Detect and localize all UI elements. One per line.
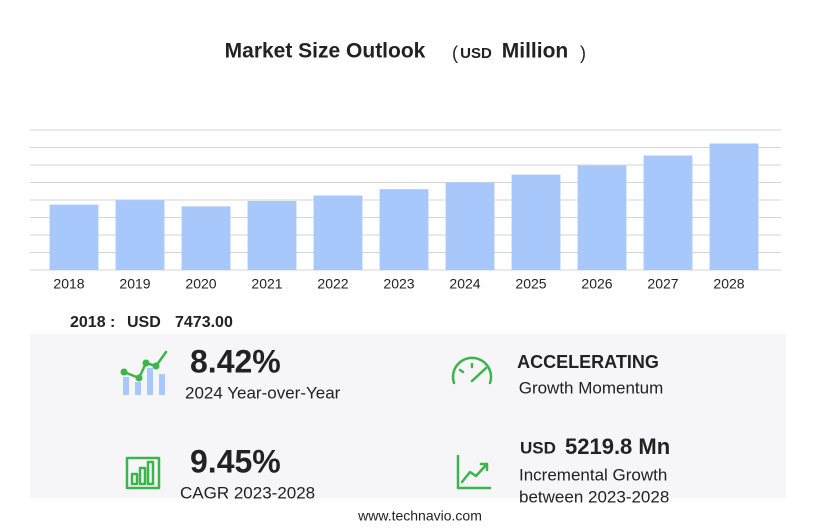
yoy-label: 2024 Year-over-Year (185, 383, 341, 402)
bar (445, 182, 495, 270)
chart-title: Market Size Outlook (225, 40, 426, 63)
bar (643, 155, 693, 270)
plot: 2018 2019 2020 2021 2022 2023 2024 2025 2026 2027… (30, 129, 781, 292)
x-tick-label: 2020 (185, 276, 216, 292)
incremental-icon (456, 454, 492, 490)
incremental-currency: USD (520, 438, 556, 457)
x-tick-label: 2019 (119, 276, 150, 292)
base-year: 2018 : (70, 314, 115, 331)
unit-close: ) (580, 43, 586, 63)
bar (577, 165, 627, 270)
bar (379, 189, 429, 270)
bar (115, 200, 165, 270)
base-currency: USD (127, 314, 161, 331)
bar (49, 204, 99, 270)
incremental-value: 5219.8 Mn (565, 434, 670, 459)
bar (181, 206, 231, 270)
summary-panel (30, 334, 786, 498)
unit-name: Million (502, 40, 569, 63)
yoy-icon (120, 350, 168, 395)
x-tick-label: 2018 (53, 276, 84, 292)
x-tick-label: 2024 (449, 276, 480, 292)
bar (709, 143, 759, 270)
x-tick-label: 2023 (383, 276, 414, 292)
bar (247, 200, 297, 270)
bar (511, 174, 561, 270)
momentum-label: Growth Momentum (519, 378, 664, 397)
momentum-value: ACCELERATING (517, 352, 659, 372)
x-tick-label: 2028 (713, 276, 744, 292)
cagr-label: CAGR 2023-2028 (180, 483, 315, 502)
yoy-value: 8.42% (190, 343, 281, 379)
x-tick-label: 2025 (515, 276, 546, 292)
cagr-icon (125, 456, 161, 490)
incremental-label: Incremental Growth (519, 465, 667, 484)
unit-open: ( (452, 43, 458, 63)
footer: www.technavio.com (357, 508, 482, 524)
incremental-period: between 2023-2028 (519, 487, 669, 506)
x-tick-label: 2027 (647, 276, 678, 292)
cagr-value: 9.45% (190, 443, 281, 479)
x-tick-label: 2026 (581, 276, 612, 292)
momentum-icon (451, 356, 493, 385)
unit-currency: USD (460, 45, 492, 62)
base-value: 7473.00 (175, 314, 233, 331)
x-tick-label: 2021 (251, 276, 282, 292)
x-tick-label: 2022 (317, 276, 348, 292)
bar (313, 195, 363, 270)
